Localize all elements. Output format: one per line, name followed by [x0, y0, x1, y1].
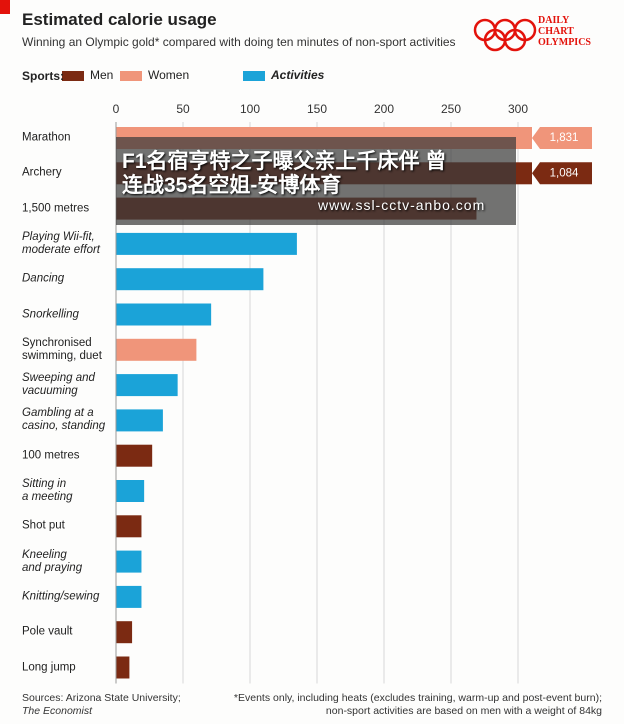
legend-swatch — [243, 71, 265, 81]
x-tick-label: 100 — [240, 102, 260, 116]
category-label: Shot put — [22, 519, 65, 532]
bar — [116, 480, 145, 502]
brand-mark — [0, 0, 10, 14]
category-label: Dancing — [22, 272, 65, 285]
bar — [116, 232, 297, 255]
watermark-text: F1名宿亨特之子曝父亲上千床伴 曾 连战35名空姐-安博体育 — [122, 150, 447, 197]
x-tick-label: 300 — [508, 102, 528, 116]
category-label: 100 metres — [22, 449, 80, 462]
bar — [116, 338, 197, 361]
footnote: *Events only, including heats (excludes … — [233, 692, 602, 717]
x-tick-label: 0 — [113, 102, 120, 116]
bar — [116, 268, 264, 291]
source-publication: The Economist — [22, 705, 93, 717]
value-label: 1,084 — [550, 167, 579, 179]
category-label: Archery — [22, 166, 62, 179]
watermark-box — [116, 137, 516, 225]
category-label: Sitting in a meeting — [22, 478, 73, 503]
legend-label: Women — [148, 68, 189, 82]
olympic-rings — [473, 18, 537, 52]
x-tick-label: 250 — [441, 102, 461, 116]
value-label-box — [532, 162, 592, 185]
bar — [116, 515, 142, 538]
x-tick-label: 50 — [176, 102, 190, 116]
bar — [116, 374, 178, 397]
x-tick-label: 150 — [307, 102, 327, 116]
legend-label: Men — [90, 68, 113, 82]
bar — [116, 585, 142, 608]
legend-label: Sports: — [22, 69, 64, 83]
legend-swatch — [120, 71, 142, 81]
category-label: Pole vault — [22, 625, 73, 638]
watermark-url: www.ssl-cctv-anbo.com — [318, 197, 486, 213]
category-label: Sweeping and vacuuming — [22, 372, 95, 398]
bar — [116, 621, 133, 644]
value-label: 1,831 — [550, 132, 579, 144]
bar — [116, 656, 130, 679]
category-label: Synchronised swimming, duet — [22, 336, 102, 362]
x-tick-label: 200 — [374, 102, 394, 116]
source: Sources: Arizona State University; — [22, 692, 181, 704]
bar — [116, 550, 142, 573]
category-label: Long jump — [22, 661, 76, 673]
logo-text: DAILY CHART OLYMPICS — [538, 15, 591, 48]
legend-swatch — [62, 71, 84, 81]
bar — [116, 409, 163, 432]
category-label: 1,500 metres — [22, 202, 90, 215]
category-label: Kneeling and praying — [22, 548, 83, 574]
value-label-box — [532, 127, 592, 149]
category-label: Marathon — [22, 131, 71, 144]
category-label: Snorkelling — [22, 308, 79, 320]
bar — [116, 303, 212, 326]
bar — [116, 444, 153, 467]
category-label: Playing Wii-fit, moderate effort — [22, 230, 100, 256]
category-label: Gambling at a casino, standing — [22, 407, 106, 433]
chart-title: Estimated calorie usage — [22, 10, 217, 29]
category-label: Knitting/sewing — [22, 590, 100, 603]
legend-label: Activities — [270, 68, 325, 82]
chart-subtitle: Winning an Olympic gold* compared with d… — [22, 35, 456, 49]
